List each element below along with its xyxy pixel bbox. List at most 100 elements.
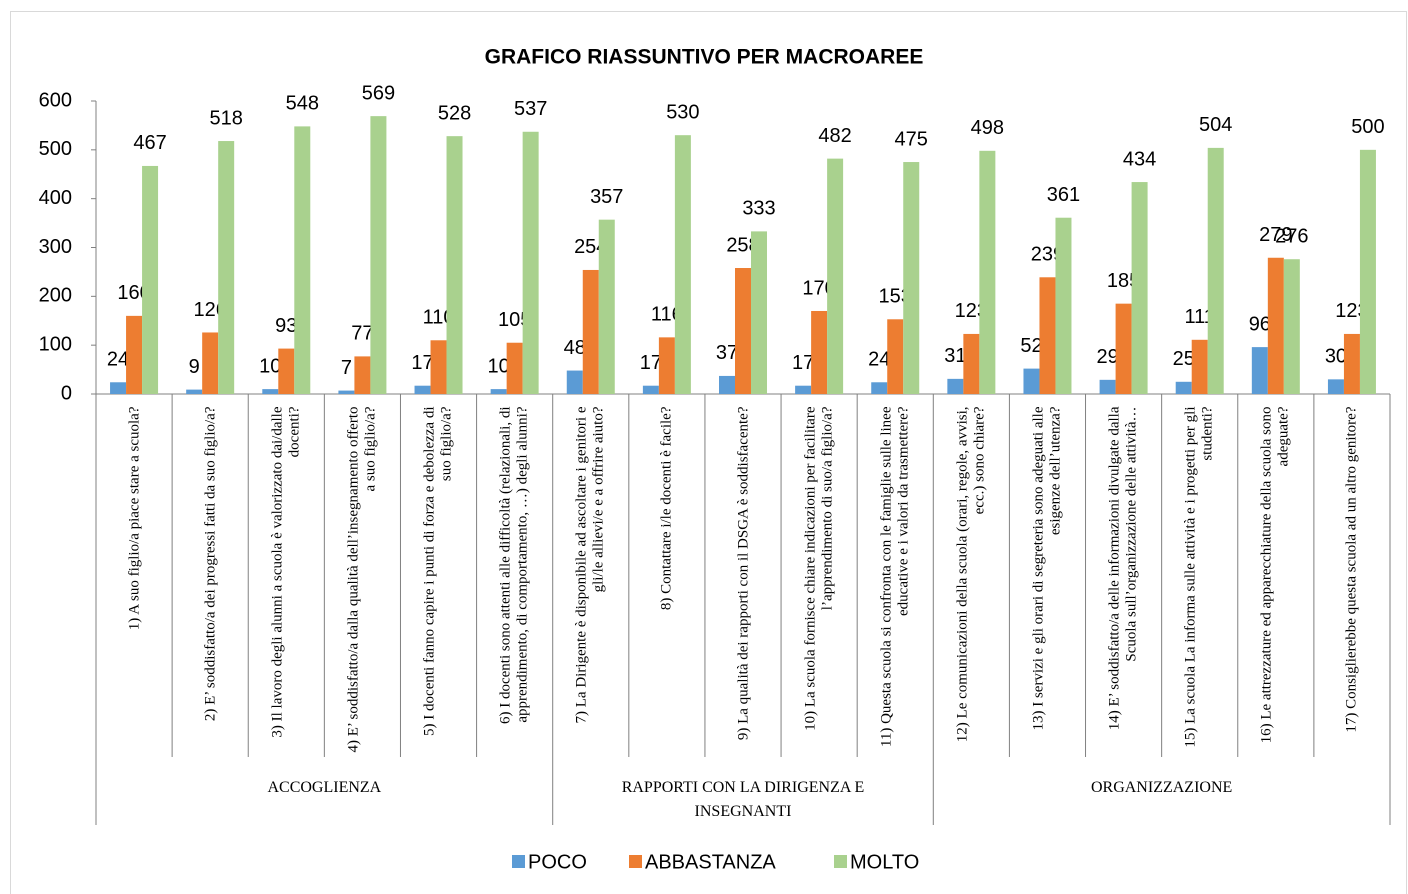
bar: [1039, 277, 1056, 394]
bar: [218, 141, 235, 394]
bar: [719, 375, 735, 394]
bar: [278, 348, 295, 394]
bar: [490, 389, 507, 394]
legend-swatch: [629, 855, 642, 868]
bar: [566, 370, 583, 394]
data-label: 475: [895, 128, 928, 150]
data-label: 7: [341, 357, 352, 379]
data-label: 31: [944, 345, 966, 367]
bar: [522, 131, 539, 394]
data-label: 48: [564, 337, 586, 359]
bar: [1327, 379, 1344, 394]
data-label: 548: [286, 93, 319, 115]
bar: [142, 165, 159, 394]
bar: [338, 390, 355, 394]
bar: [674, 135, 691, 394]
bar: [1175, 381, 1192, 394]
y-tick-label: 600: [39, 89, 72, 111]
y-tick-label: 500: [39, 138, 72, 160]
data-label: 93: [275, 315, 297, 337]
bar: [642, 385, 659, 394]
data-label: 24: [107, 349, 129, 371]
bar: [126, 315, 143, 394]
group-label: ORGANIZZAZIONE: [1090, 779, 1233, 796]
bar: [414, 385, 431, 394]
data-label: 77: [351, 323, 373, 345]
x-tick-label: 10) La scuola fornisce chiare indicazion…: [802, 406, 836, 731]
data-label: 333: [742, 198, 775, 220]
data-label: 10: [488, 355, 510, 377]
data-label: 116: [651, 304, 683, 326]
bar: [1267, 257, 1284, 394]
bar: [811, 310, 828, 394]
y-tick-label: 300: [39, 236, 72, 258]
bar: [658, 337, 675, 394]
x-tick-label: 14) E’ soddisfatto/a delle informazioni …: [1106, 406, 1140, 730]
bar: [1207, 147, 1224, 394]
bar: [1359, 149, 1376, 394]
bar: [262, 389, 279, 394]
data-label: 279: [1259, 224, 1292, 246]
data-label: 111: [1185, 306, 1215, 328]
data-label: 518: [209, 107, 242, 129]
bar: [598, 219, 615, 394]
data-label: 500: [1351, 116, 1384, 138]
x-tick-label: 7) La Dirigente è disponibile ad ascolta…: [573, 406, 607, 723]
legend-swatch: [512, 855, 525, 868]
data-label: 9: [189, 356, 200, 378]
x-tick-label: 2) E’ soddisfatto/a dei progressi fatti …: [201, 406, 218, 721]
bar: [795, 385, 812, 394]
data-label: 30: [1325, 346, 1347, 368]
bar: [751, 231, 767, 394]
bar: [582, 269, 599, 394]
x-tick-label: 1) A suo figlio/a piace stare a scuola?: [125, 406, 142, 630]
bar: [202, 332, 219, 394]
x-tick-label: 16) Le attrezzature ed apparecchiature d…: [1258, 406, 1292, 743]
bar: [827, 158, 844, 394]
bar: [1131, 182, 1148, 394]
x-tick-label: 3) Il lavoro degli alunni a scuola è val…: [269, 406, 303, 738]
bar: [1115, 303, 1132, 394]
y-tick-label: 0: [61, 382, 72, 404]
chart-title: GRAFICO RIASSUNTIVO PER MACROAREE: [485, 46, 924, 69]
bar: [947, 378, 964, 394]
group-label: ACCOGLIENZA: [267, 779, 382, 796]
bar: [446, 136, 463, 394]
data-label: 528: [438, 102, 471, 124]
data-label: 434: [1123, 148, 1156, 170]
bar: [1023, 368, 1040, 394]
data-label: 17: [411, 352, 433, 374]
x-tick-label: 13) I servizi e gli orari di segreteria …: [1030, 406, 1064, 731]
data-label: 530: [666, 101, 699, 123]
y-tick-label: 100: [39, 333, 72, 355]
x-tick-label: 4) E’ soddisfatto/a dalla qualità dell’i…: [345, 406, 379, 753]
chart-border: [10, 11, 1407, 894]
x-tick-label: 8) Contattare i/le docenti è facile?: [658, 406, 675, 610]
x-tick-label: 9) La qualità dei rapporti con il DSGA è…: [734, 406, 751, 740]
bar: [506, 342, 523, 394]
x-tick-label: 12) Le comunicazioni della scuola (orari…: [954, 406, 988, 742]
data-label: 24: [868, 349, 890, 371]
x-tick-label: 17) Consiglierebbe questa scuola ad un a…: [1343, 406, 1360, 733]
bar: [887, 319, 904, 394]
bar: [1099, 379, 1116, 394]
bar: [370, 116, 387, 394]
bar: [110, 382, 127, 394]
legend-label: MOLTO: [850, 851, 919, 873]
legend-swatch: [834, 855, 847, 868]
legend-label: POCO: [528, 851, 587, 873]
x-tick-label: 5) I docenti fanno capire i punti di for…: [421, 406, 455, 736]
bar: [354, 356, 371, 394]
y-tick-label: 200: [39, 285, 72, 307]
x-tick-label: 11) Questa scuola si confronta con le fa…: [878, 406, 912, 747]
bar: [186, 389, 203, 394]
x-tick-label: 15) La scuola La informa sulle attività …: [1182, 406, 1216, 748]
bar: [963, 333, 980, 394]
bar: [430, 340, 447, 394]
bar: [871, 382, 888, 394]
bar: [979, 150, 996, 394]
data-label: 357: [590, 186, 623, 208]
data-label: 52: [1020, 335, 1042, 357]
data-label: 537: [514, 98, 547, 120]
